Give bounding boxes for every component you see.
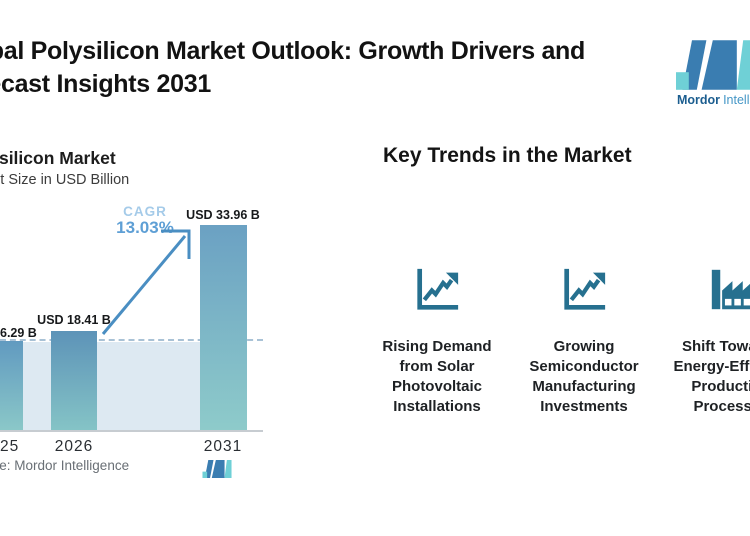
trend-label-line: Investments (540, 398, 628, 415)
trend-label-line: Growing (553, 338, 615, 355)
x-tick-2026: 2026 (54, 438, 94, 455)
cagr-label: CAGR (123, 204, 167, 219)
bar-2031 (200, 225, 247, 431)
source-attribution: Source: Mordor Intelligence (0, 458, 130, 473)
chart-increasing-icon (417, 268, 459, 310)
trend-label-line: Manufacturing (532, 378, 636, 395)
bar-value-2025: USD 16.29 B (0, 326, 37, 340)
trend-label-line: Photovoltaic (391, 378, 482, 395)
page-title-line2: Forecast Insights 2031 (0, 70, 211, 98)
trend-label-line: from Solar (399, 358, 475, 375)
growth-arrow-icon (101, 229, 191, 335)
trends-heading: Key Trends in the Market (383, 144, 632, 167)
bar-value-2026: USD 18.41 B (37, 313, 111, 327)
trend-label-line: Energy-Efficient (673, 358, 750, 375)
trend-label-line: Semiconductor (529, 358, 639, 375)
mordor-logo-icon (676, 40, 750, 90)
x-tick-2025: 2025 (0, 438, 20, 455)
page-title: Global Polysilicon Market Outlook: Growt… (0, 35, 585, 101)
cagr-value: 13.03% (116, 218, 174, 237)
trend-item-solar-demand: Rising Demand from Solar Photovoltaic In… (373, 337, 501, 417)
x-axis-line (0, 430, 263, 432)
mordor-logo-small-icon (202, 460, 232, 478)
bar-2026 (51, 331, 97, 431)
trend-label-line: Processes (693, 398, 750, 415)
brand-name-light: Intelligence (723, 93, 750, 107)
x-tick-2031: 2031 (203, 438, 243, 455)
trend-item-energy-efficient-production: Shift Towards Energy-Efficient Productio… (667, 337, 750, 417)
trend-item-semiconductor-investments: Growing Semiconductor Manufacturing Inve… (520, 337, 648, 417)
chart-title: Polysilicon Market (0, 148, 116, 168)
page-title-line1: Global Polysilicon Market Outlook: Growt… (0, 37, 585, 65)
brand-name-bold: Mordor (677, 93, 721, 107)
factory-icon (711, 269, 750, 310)
trend-label-line: Rising Demand (382, 338, 492, 355)
trend-label-line: Production (691, 378, 750, 395)
chart-subtitle: Market Size in USD Billion (0, 172, 130, 188)
bar-value-2031: USD 33.96 B (186, 208, 260, 222)
chart-increasing-icon (564, 268, 606, 310)
reference-dashed-line (0, 339, 263, 341)
trend-label-line: Installations (393, 398, 481, 415)
bar-2025 (0, 341, 23, 431)
trend-label-line: Shift Towards (681, 338, 750, 355)
